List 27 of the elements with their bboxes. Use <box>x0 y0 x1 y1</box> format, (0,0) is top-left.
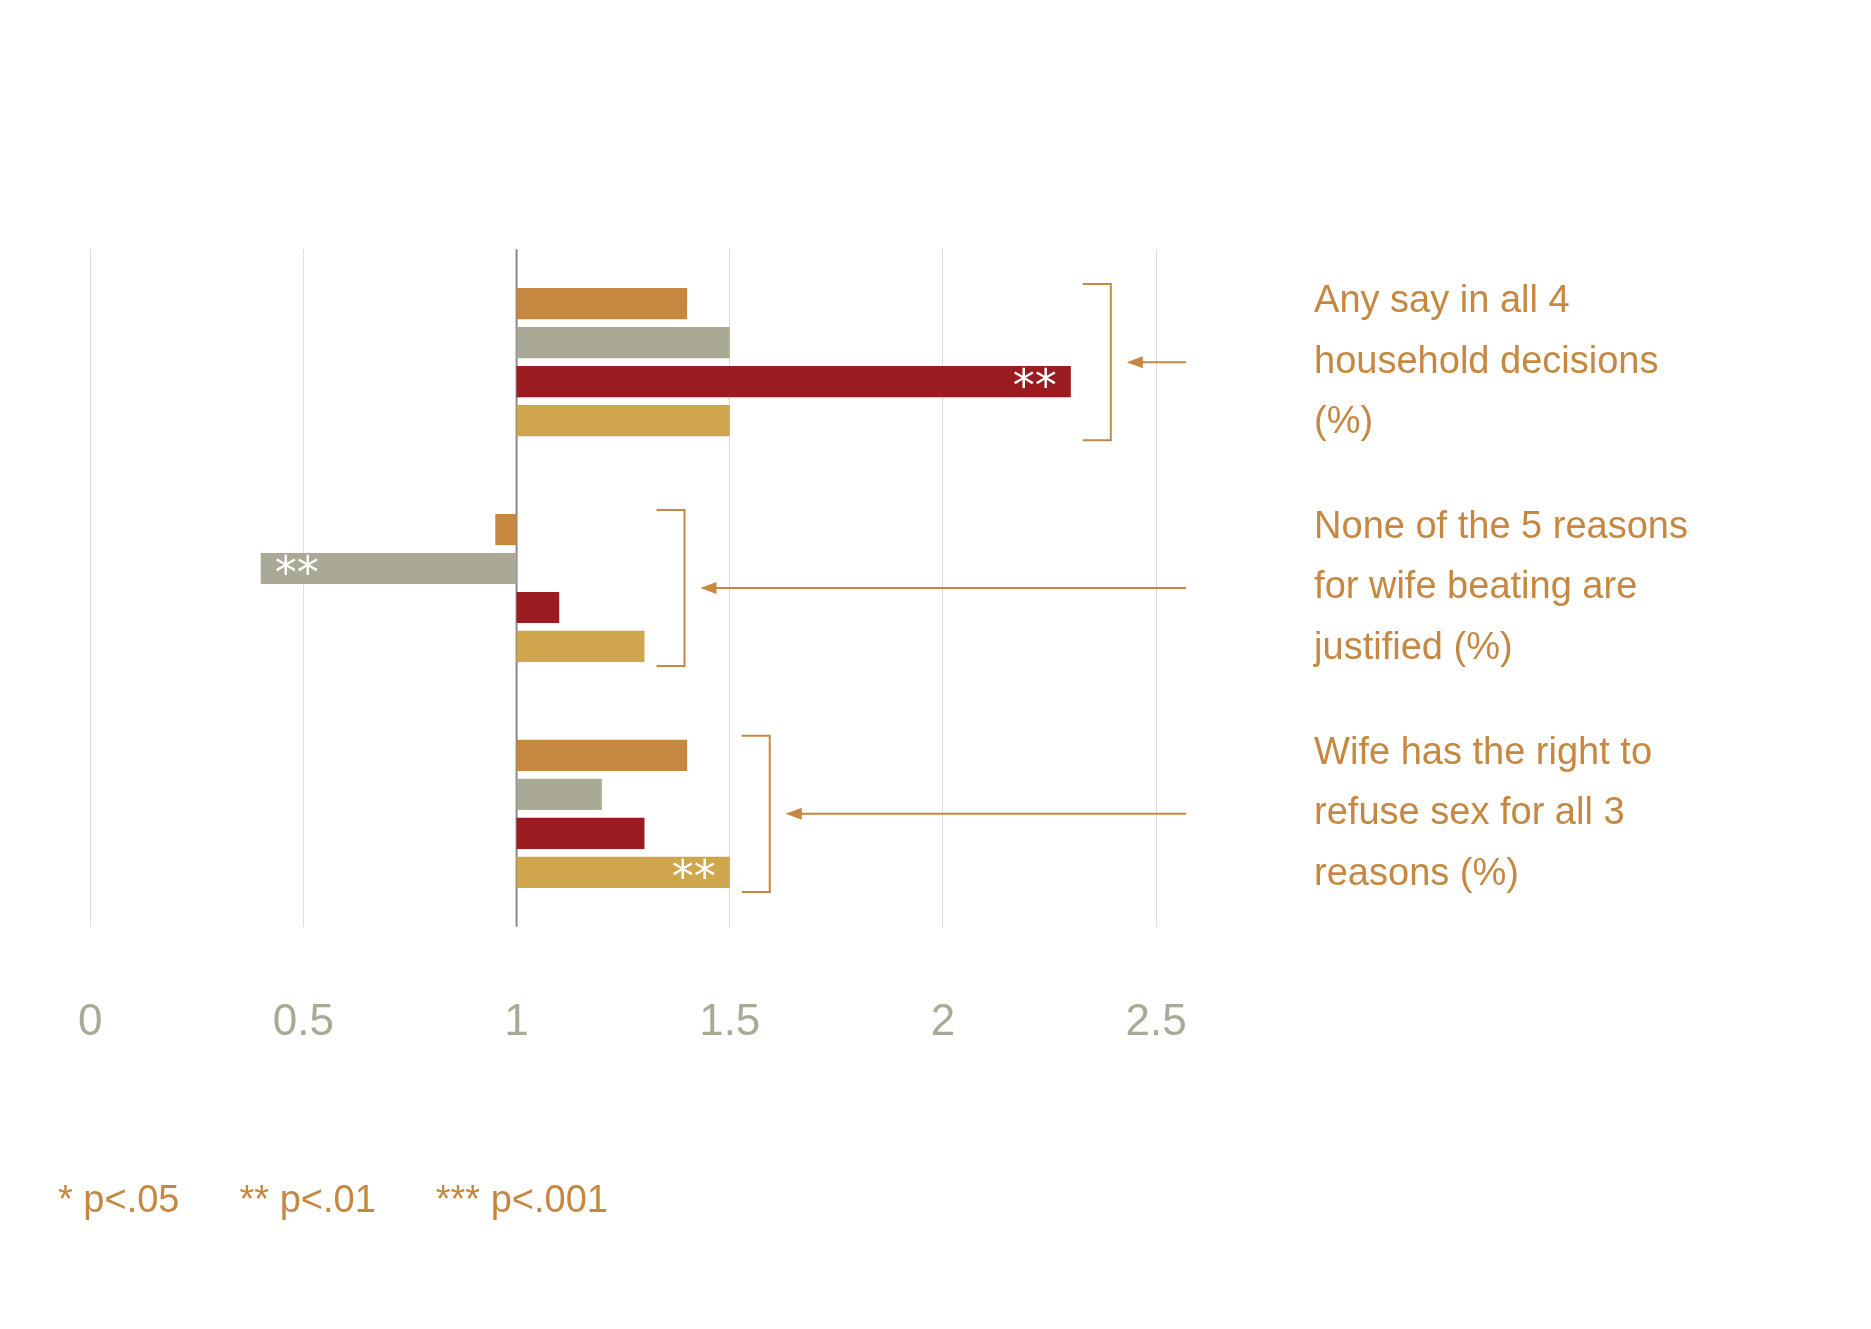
bar <box>495 513 517 546</box>
bar <box>516 327 730 359</box>
data-label: ** <box>1012 360 1057 412</box>
bar <box>516 817 645 849</box>
text: ** p<.01 <box>239 1178 376 1221</box>
bar <box>516 630 645 663</box>
data-label: ** <box>274 546 319 598</box>
bar <box>260 552 517 585</box>
x-tick-label: 1.5 <box>699 995 761 1045</box>
x-tick-label: 2.5 <box>1125 995 1187 1045</box>
x-tick-label: 0 <box>77 995 103 1045</box>
bar <box>516 288 688 320</box>
y-tick-label: Wife has the right to refuse sex for all 3 reasons (%) <box>1314 729 1653 894</box>
bar <box>516 591 560 624</box>
bar <box>516 366 1071 398</box>
y-tick-label: None of the 5 reasons for wife beating are justified (%) <box>1313 503 1689 668</box>
x-tick-label: 0.5 <box>272 995 334 1045</box>
x-tick-label: 1 <box>504 995 529 1045</box>
x-tick-label: 2 <box>930 995 956 1045</box>
data-label: ** <box>671 850 716 902</box>
y-tick-label: Any say in all 4 household decisions (%) <box>1314 277 1659 442</box>
bar <box>516 856 730 888</box>
text: *** p<.001 <box>435 1178 609 1221</box>
bar <box>516 404 730 437</box>
text: * p<.05 <box>58 1178 180 1221</box>
bar <box>516 778 602 810</box>
bar <box>516 739 688 772</box>
